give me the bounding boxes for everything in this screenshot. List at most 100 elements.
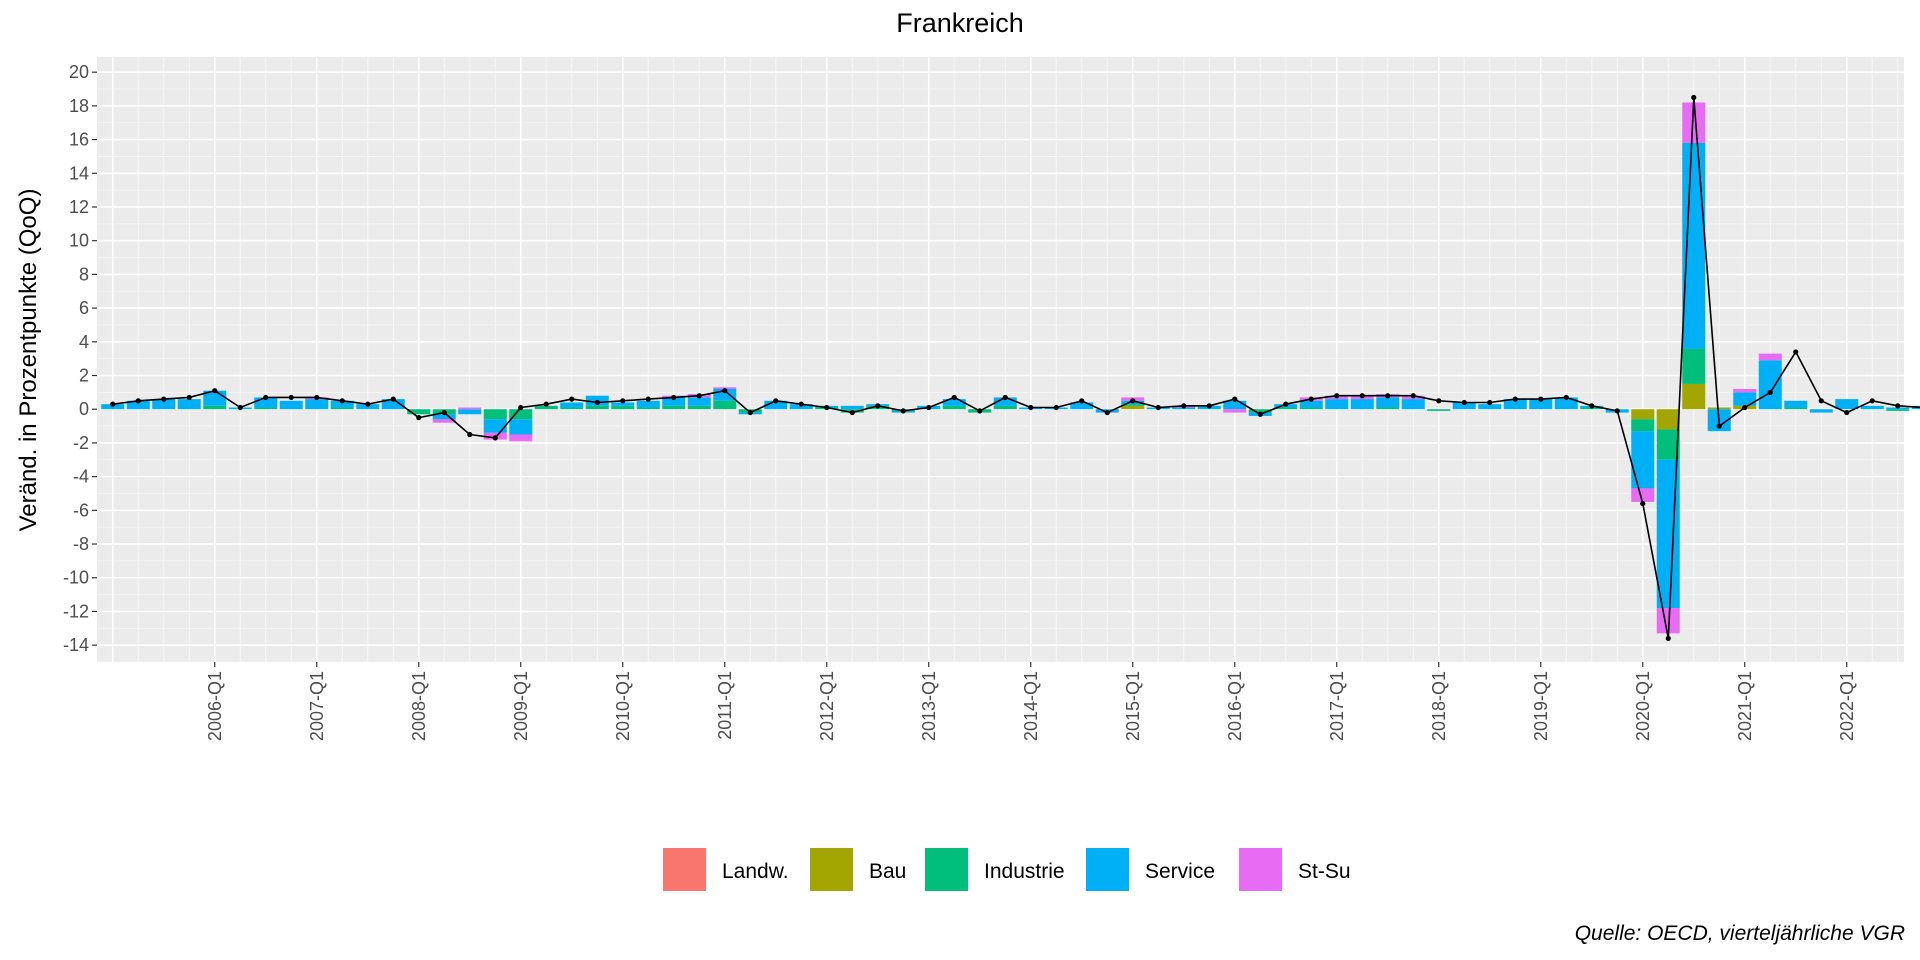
bar-segment — [432, 419, 456, 423]
total-point — [1257, 411, 1263, 417]
bar-segment — [1656, 409, 1680, 430]
total-point — [671, 394, 677, 401]
legend-label: St-Su — [1298, 860, 1351, 883]
bar-segment — [585, 405, 609, 410]
bar-segment — [1529, 399, 1553, 410]
y-tick-label: 18 — [69, 96, 89, 116]
total-point — [1206, 403, 1212, 409]
total-point — [339, 398, 345, 404]
total-point — [900, 408, 906, 414]
legend-label: Service — [1145, 860, 1215, 883]
bar-segment — [483, 419, 507, 433]
x-tick-label: 2019-Q1 — [1531, 671, 1551, 741]
bar-segment — [1631, 409, 1655, 420]
y-tick-label: -14 — [63, 635, 89, 655]
bar-segment — [764, 400, 788, 410]
total-point — [492, 435, 498, 441]
total-point — [1665, 635, 1671, 642]
bar-segment — [942, 399, 966, 406]
bar-segment — [432, 414, 456, 420]
total-point — [135, 398, 141, 404]
legend-label: Bau — [869, 860, 906, 883]
x-axis: 2006-Q1 2007-Q1 2008-Q1 2009-Q1 2010-Q1 2011-… — [205, 662, 1857, 741]
bar-segment — [1860, 405, 1884, 410]
y-tick-label: -8 — [73, 534, 89, 554]
bar-segment — [1503, 399, 1527, 410]
bar-segment — [560, 407, 584, 410]
bar-segment — [1656, 608, 1680, 634]
bar-segment — [993, 397, 1017, 406]
total-point — [1895, 403, 1901, 409]
bar-segment — [1121, 405, 1145, 410]
bar-segment — [483, 409, 507, 420]
bar-segment — [1784, 400, 1808, 408]
bar-segment — [1631, 431, 1655, 489]
total-point — [747, 409, 753, 416]
bar-segment — [611, 402, 635, 406]
bar-segment — [1682, 102, 1706, 143]
grid-minor — [97, 57, 1904, 663]
total-point — [1002, 394, 1008, 401]
total-point — [1461, 399, 1467, 406]
y-tick-label: -12 — [63, 601, 89, 621]
total-point — [390, 396, 396, 402]
total-point — [1155, 404, 1161, 411]
total-point — [1742, 404, 1748, 411]
total-point — [237, 404, 243, 411]
x-tick-label: 2013-Q1 — [919, 671, 939, 741]
y-tick-label: 2 — [79, 366, 89, 386]
x-tick-label: 2021-Q1 — [1735, 671, 1755, 741]
total-point — [798, 401, 804, 407]
bar-segment — [1299, 407, 1323, 410]
bar-segment — [560, 402, 584, 408]
bar-segment — [1886, 409, 1910, 411]
y-tick-label: 10 — [69, 231, 89, 251]
bar-segment — [330, 407, 354, 410]
total-point — [849, 409, 855, 416]
total-point — [824, 404, 830, 411]
y-tick-label: 8 — [79, 264, 89, 284]
total-point — [1563, 394, 1569, 401]
total-point — [543, 401, 549, 407]
x-tick-label: 2014-Q1 — [1021, 671, 1041, 741]
bar-segment — [1656, 429, 1680, 460]
total-point — [288, 394, 294, 401]
bar-segment — [1554, 397, 1578, 410]
bar-segment — [1631, 488, 1655, 502]
bar-segment — [662, 397, 686, 406]
y-tick-label: -10 — [63, 568, 89, 588]
total-point — [161, 396, 167, 402]
total-point — [518, 404, 524, 411]
bar-segment — [1350, 399, 1374, 410]
x-tick-label: 2015-Q1 — [1123, 671, 1143, 741]
total-point — [1079, 398, 1085, 404]
bar-segment — [534, 405, 558, 410]
total-point — [1538, 396, 1544, 402]
bar-segment — [1274, 407, 1298, 410]
bar-segment — [330, 400, 354, 408]
total-point — [1487, 399, 1493, 406]
total-point — [1028, 404, 1034, 411]
total-point — [212, 388, 218, 394]
total-point — [1232, 396, 1238, 402]
bar-segment — [687, 405, 711, 410]
legend-swatch — [1239, 848, 1282, 891]
bar-segment — [840, 405, 864, 410]
bar-segment — [1631, 419, 1655, 432]
chart-caption: Quelle: OECD, vierteljährliche VGR — [1575, 922, 1905, 945]
x-tick-label: 2008-Q1 — [409, 671, 429, 741]
bar-segment — [687, 397, 711, 406]
bar-segment — [407, 409, 431, 415]
total-point — [1436, 398, 1442, 404]
bar-segment — [1376, 397, 1400, 408]
bar-segment — [509, 419, 533, 435]
bar-segment — [1299, 400, 1323, 408]
x-tick-label: 2012-Q1 — [817, 671, 837, 741]
bar-segment — [636, 407, 660, 410]
total-point — [186, 394, 192, 401]
y-tick-label: -6 — [73, 500, 89, 520]
bar-segment — [1733, 392, 1757, 406]
total-point — [1512, 396, 1518, 402]
bar-segment — [1758, 353, 1782, 361]
total-point — [696, 393, 702, 399]
